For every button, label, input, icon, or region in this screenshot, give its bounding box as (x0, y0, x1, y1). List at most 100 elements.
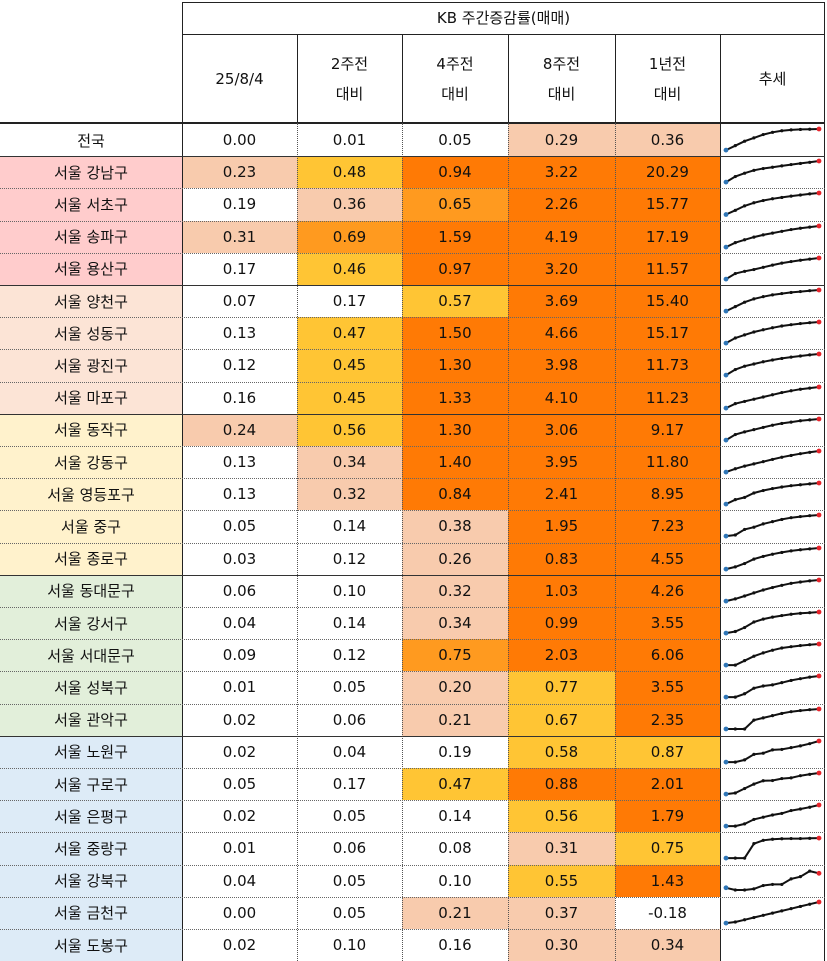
value-cell: 7.23 (615, 510, 720, 543)
row-divider (0, 800, 825, 802)
value-cell: 0.32 (402, 574, 508, 607)
value-cell: 0.05 (297, 864, 402, 897)
trend-point (798, 644, 802, 648)
trend-sparkline (723, 416, 822, 443)
trend-point (780, 357, 784, 361)
trend-sparkline (723, 512, 822, 539)
trend-point (752, 718, 756, 722)
table-row: 서울 노원구 0.02 0.04 0.19 0.58 0.87 (0, 735, 827, 768)
table-title: KB 주간증감률(매매) (436, 9, 571, 27)
body-col-divider (615, 123, 616, 961)
trend-end-point (816, 190, 822, 196)
trend-point (808, 386, 812, 390)
value-cell: 0.05 (297, 896, 402, 929)
trend-point (780, 909, 784, 913)
value-cell: 0.06 (297, 703, 402, 736)
column-header-line2: 대비 (653, 84, 682, 103)
trend-point (798, 162, 802, 166)
trend-point (770, 165, 775, 170)
value-cell: 20.29 (615, 156, 720, 189)
trend-end-point (816, 351, 822, 357)
table-row: 서울 광진구 0.12 0.45 1.30 3.98 11.73 (0, 349, 827, 382)
trend-point (733, 695, 737, 700)
trend-point (798, 774, 802, 778)
body-col-divider (182, 123, 183, 961)
table-row: 서울 서대문구 0.09 0.12 0.75 2.03 6.06 (0, 639, 827, 672)
trend-sparkline (723, 706, 822, 731)
body-col-divider (508, 123, 509, 961)
value-cell: 1.30 (402, 413, 508, 446)
value-cell: 4.10 (508, 381, 615, 414)
trend-sparkline (723, 609, 822, 636)
trend-sparkline (723, 869, 822, 892)
table-row: 서울 구로구 0.05 0.17 0.47 0.88 2.01 (0, 768, 827, 801)
header-left-border (182, 2, 183, 123)
value-cell: 4.26 (615, 574, 720, 607)
value-cell: 2.41 (508, 478, 615, 511)
trend-end-point (816, 545, 822, 550)
trend-sparkline (723, 351, 822, 378)
trend-point (743, 430, 747, 434)
trend-start-point (723, 437, 729, 443)
header-col-divider (508, 34, 509, 123)
trend-point (808, 611, 812, 615)
trend-point (780, 196, 784, 200)
table-row: 서울 성동구 0.13 0.47 1.50 4.66 15.17 (0, 317, 827, 350)
trend-point (743, 464, 747, 468)
trend-start-point (723, 566, 729, 572)
trend-point (798, 322, 802, 326)
trend-point (761, 617, 765, 621)
trend-sparkline (723, 673, 822, 700)
value-cell: 0.45 (297, 349, 402, 382)
trend-point (752, 201, 756, 205)
trend-start-point (723, 856, 729, 861)
trend-point (733, 760, 737, 764)
value-cell: 1.50 (402, 317, 508, 350)
trend-point (752, 818, 756, 822)
trend-point (808, 546, 812, 551)
trend-point (789, 420, 793, 424)
trend-point (743, 528, 747, 532)
value-cell: 0.47 (297, 317, 402, 350)
header-col-divider (402, 34, 403, 123)
value-cell: 0.13 (182, 317, 297, 350)
trend-sparkline (723, 287, 822, 314)
trend-point (752, 654, 756, 658)
trend-point (789, 227, 793, 231)
column-header-line1: 2주전 (330, 54, 369, 73)
trend-line (725, 160, 820, 184)
trend-point (761, 265, 765, 269)
trend-start-point (723, 791, 729, 797)
trend-point (808, 482, 812, 486)
value-cell: 0.05 (402, 124, 508, 157)
value-cell: 0.38 (402, 510, 508, 543)
trend-end-point (816, 512, 822, 518)
value-cell: 0.06 (297, 832, 402, 865)
trend-point (743, 625, 747, 630)
value-cell: 3.55 (615, 671, 720, 704)
table-row: 서울 서초구 0.19 0.36 0.65 2.26 15.77 (0, 188, 827, 221)
trend-end-point (816, 223, 822, 228)
trend-line (725, 869, 820, 891)
row-divider (0, 832, 825, 834)
column-header: 추세 (720, 34, 825, 123)
value-cell: 0.83 (508, 542, 615, 575)
trend-point (780, 421, 784, 425)
value-cell: 0.34 (402, 607, 508, 640)
value-cell: 0.29 (508, 124, 615, 157)
value-cell: 1.43 (615, 864, 720, 897)
trend-point (770, 585, 775, 589)
trend-sparkline (723, 577, 822, 604)
trend-line (725, 224, 820, 248)
value-cell: 0.14 (297, 510, 402, 543)
value-cell: 0.94 (402, 156, 508, 189)
value-cell: 0.01 (182, 671, 297, 704)
trend-point (798, 837, 802, 841)
table-row: 서울 동작구 0.24 0.56 1.30 3.06 9.17 (0, 413, 827, 446)
trend-point (808, 707, 812, 711)
trend-sparkline (723, 319, 822, 346)
value-cell: 0.10 (297, 929, 402, 961)
value-cell: 0.21 (402, 896, 508, 929)
trend-point (761, 751, 765, 755)
region-name: 서울 중구 (0, 510, 182, 543)
